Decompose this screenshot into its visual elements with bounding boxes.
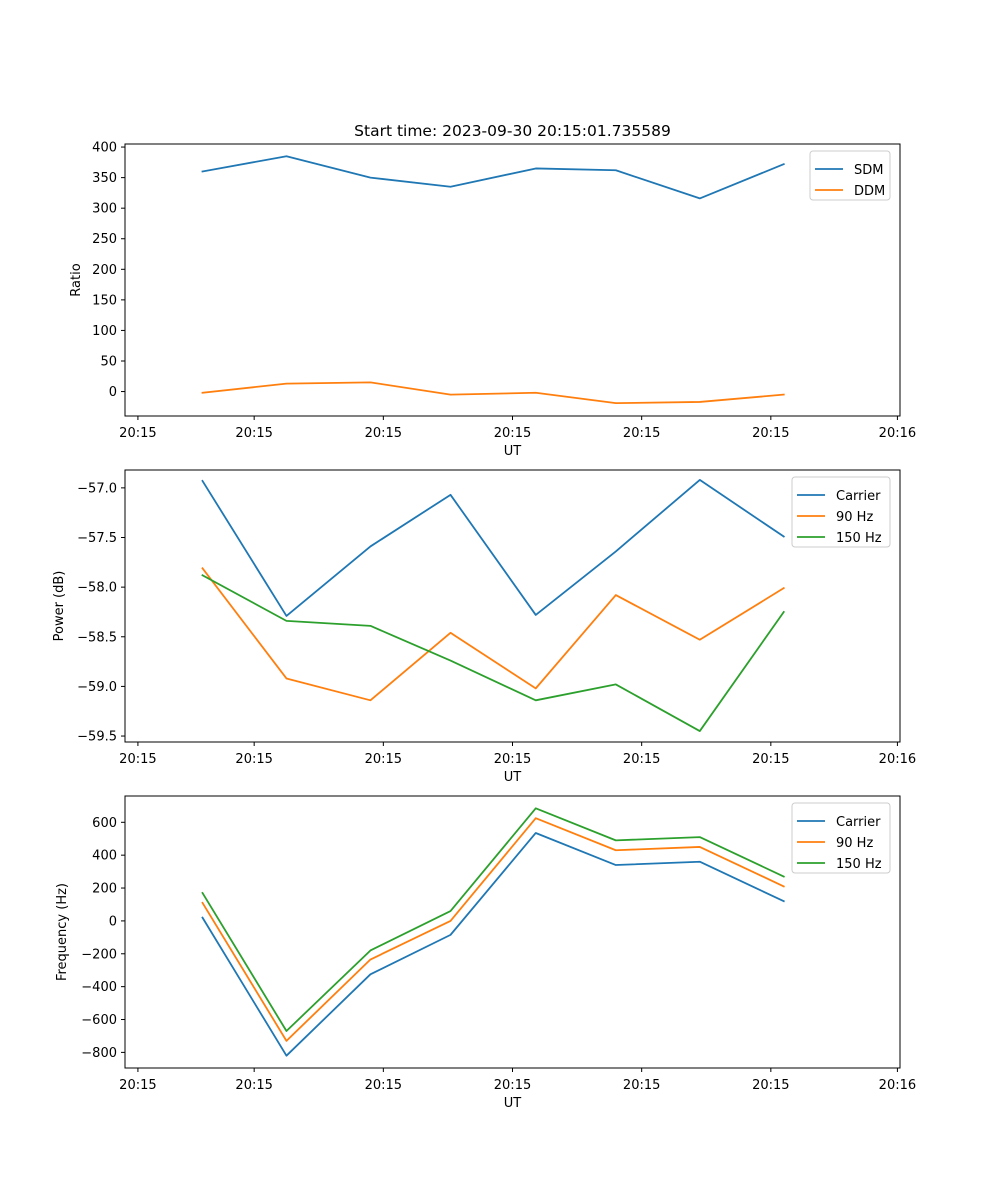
x-tick-label: 20:15 — [235, 752, 272, 767]
y-tick-label: 100 — [92, 324, 117, 339]
legend-label-150-hz: 150 Hz — [836, 857, 882, 872]
x-tick-label: 20:15 — [494, 426, 531, 441]
series-line-sdm — [201, 155, 785, 200]
x-tick-label: 20:15 — [494, 752, 531, 767]
legend: Carrier 90 Hz 150 Hz — [791, 476, 891, 548]
x-tick-label: 20:15 — [752, 426, 789, 441]
y-axis-label: Frequency (Hz) — [55, 883, 70, 981]
y-tick-label: −800 — [81, 1046, 117, 1061]
y-tick-label: 200 — [92, 263, 117, 278]
x-tick-label: 20:15 — [752, 1078, 789, 1093]
x-tick-label: 20:15 — [365, 426, 402, 441]
subplots: 0 50 100 150 200 250 300 350 400 20:15 20:15 20:15 2… — [52, 141, 916, 1111]
y-axis-label: Power (dB) — [52, 571, 67, 642]
legend: SDM DDM — [809, 150, 891, 201]
subplot-2: −57.0−57.5−58.0−58.5−59.0−59.520:15 20:15… — [52, 469, 916, 785]
y-tick-label: 0 — [109, 385, 117, 400]
y-tick-label: −58.0 — [77, 581, 117, 596]
series-line-carrier — [201, 479, 785, 617]
y-tick-label: 50 — [100, 354, 117, 369]
x-tick-label: 20:16 — [879, 426, 916, 441]
legend-label-90-hz: 90 Hz — [836, 836, 873, 851]
x-tick-label: 20:15 — [119, 426, 156, 441]
x-axis-label: UT — [504, 770, 522, 785]
y-tick-label: 0 — [109, 914, 117, 929]
legend-label-ddm: DDM — [854, 184, 885, 199]
y-tick-label: −59.5 — [77, 730, 117, 745]
y-tick-label: −59.0 — [77, 680, 117, 695]
y-tick-label: 400 — [92, 141, 117, 156]
y-tick-label: −200 — [81, 947, 117, 962]
series-line-90-hz — [201, 567, 785, 702]
series-line-ddm — [201, 381, 785, 405]
legend-label-carrier: Carrier — [836, 489, 881, 504]
x-tick-label: 20:15 — [235, 426, 272, 441]
legend-label-90-hz: 90 Hz — [836, 510, 873, 525]
y-tick-label: −57.0 — [77, 481, 117, 496]
y-tick-label: 250 — [92, 232, 117, 247]
x-tick-label: 20:15 — [365, 1078, 402, 1093]
y-tick-label: −58.5 — [77, 630, 117, 645]
legend: Carrier 90 Hz 150 Hz — [791, 802, 891, 874]
y-tick-label: −600 — [81, 1013, 117, 1028]
x-tick-label: 20:15 — [623, 426, 660, 441]
legend-label-sdm: SDM — [854, 163, 883, 178]
y-tick-label: 150 — [92, 293, 117, 308]
series-line-150-hz — [201, 574, 786, 732]
series-line-carrier — [201, 832, 785, 1057]
x-tick-label: 20:16 — [879, 752, 916, 767]
figure-title: Start time: 2023-09-30 20:15:01.735589 — [354, 122, 671, 140]
x-tick-label: 20:15 — [235, 1078, 272, 1093]
x-tick-label: 20:15 — [365, 752, 402, 767]
legend-label-150-hz: 150 Hz — [836, 531, 882, 546]
x-tick-label: 20:15 — [752, 752, 789, 767]
y-tick-label: 350 — [92, 171, 117, 186]
subplot-1: 0 50 100 150 200 250 300 350 400 20:15 20:15 20:15 2… — [69, 141, 916, 459]
y-axis-label: Ratio — [69, 263, 84, 296]
subplot-3: 600 400 200 0 −200 −400 −600 −800 20:15 20:15 20:1… — [55, 795, 916, 1111]
x-axis-label: UT — [504, 444, 522, 459]
series-line-150-hz — [201, 807, 785, 1032]
y-tick-label: 600 — [92, 816, 117, 831]
x-axis-label: UT — [504, 1096, 522, 1111]
y-tick-label: 400 — [92, 849, 117, 864]
x-tick-label: 20:15 — [623, 1078, 660, 1093]
x-tick-label: 20:15 — [119, 1078, 156, 1093]
y-tick-label: 200 — [92, 882, 117, 897]
x-tick-label: 20:15 — [119, 752, 156, 767]
series-line-90-hz — [201, 817, 785, 1042]
x-tick-label: 20:15 — [623, 752, 660, 767]
y-tick-label: −400 — [81, 980, 117, 995]
x-tick-label: 20:16 — [879, 1078, 916, 1093]
y-tick-label: −57.5 — [77, 531, 117, 546]
y-tick-label: 300 — [92, 202, 117, 217]
x-tick-label: 20:15 — [494, 1078, 531, 1093]
legend-label-carrier: Carrier — [836, 815, 881, 830]
legend-box — [809, 150, 891, 201]
